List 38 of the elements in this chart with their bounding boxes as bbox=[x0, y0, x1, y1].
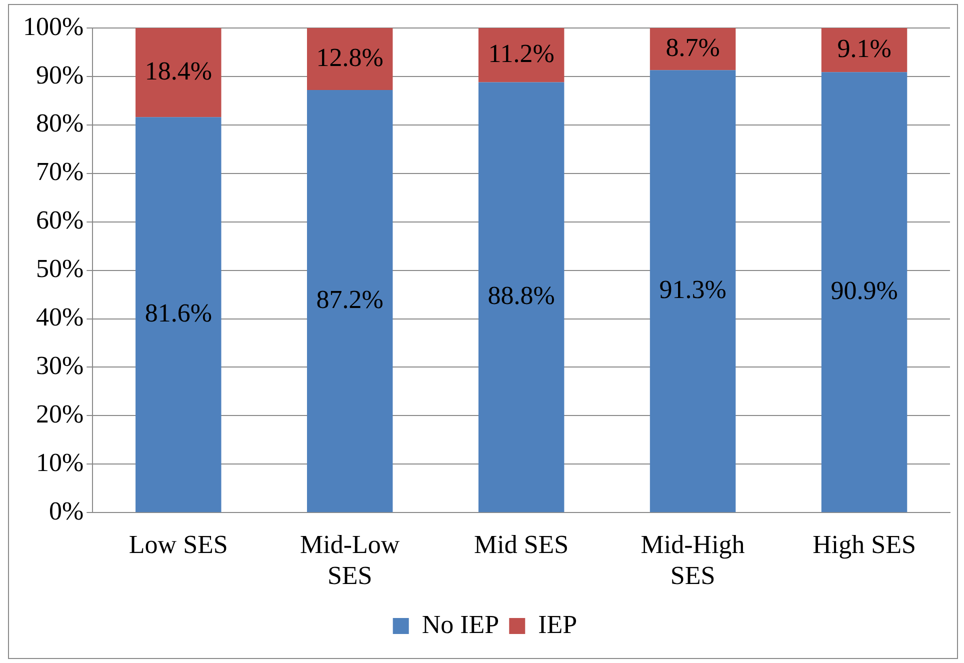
data-label: 18.4% bbox=[144, 56, 212, 86]
y-tick-label: 10% bbox=[36, 448, 84, 477]
data-label: 81.6% bbox=[144, 298, 212, 328]
data-label: 90.9% bbox=[830, 276, 898, 305]
bar bbox=[136, 117, 222, 512]
y-tick-label: 40% bbox=[36, 302, 84, 332]
y-tick-label: 20% bbox=[36, 400, 84, 429]
legend-label: IEP bbox=[538, 610, 578, 639]
data-label: 87.2% bbox=[316, 284, 384, 314]
data-label: 11.2% bbox=[488, 38, 554, 68]
bar bbox=[650, 28, 736, 70]
bar bbox=[478, 82, 564, 512]
y-tick-label: 100% bbox=[22, 12, 84, 41]
bar bbox=[821, 72, 908, 512]
bar bbox=[478, 28, 564, 82]
y-tick-label: 0% bbox=[48, 496, 84, 526]
y-tick-label: 60% bbox=[36, 206, 84, 235]
y-tick-label: 80% bbox=[36, 108, 84, 138]
data-label: 91.3% bbox=[659, 274, 726, 304]
data-label: 88.8% bbox=[488, 281, 555, 310]
x-tick-label: Mid-High SES bbox=[640, 530, 745, 590]
x-tick-label: Low SES bbox=[128, 530, 228, 560]
y-tick-label: 70% bbox=[36, 157, 84, 186]
x-tick-label: Mid-Low SES bbox=[300, 530, 400, 590]
bar bbox=[821, 28, 908, 72]
data-label: 12.8% bbox=[316, 42, 384, 72]
bar bbox=[306, 28, 393, 90]
y-tick-label: 30% bbox=[36, 351, 84, 380]
bar bbox=[306, 90, 393, 512]
x-tick-label: High SES bbox=[812, 530, 916, 560]
x-tick-label: Mid SES bbox=[474, 530, 569, 560]
y-tick-label: 50% bbox=[36, 254, 84, 284]
data-label: 8.7% bbox=[666, 32, 720, 62]
y-tick-label: 90% bbox=[36, 60, 84, 90]
bar bbox=[650, 70, 736, 512]
data-label: 9.1% bbox=[837, 34, 892, 63]
bar bbox=[136, 28, 222, 118]
legend-label: No IEP bbox=[422, 610, 500, 639]
